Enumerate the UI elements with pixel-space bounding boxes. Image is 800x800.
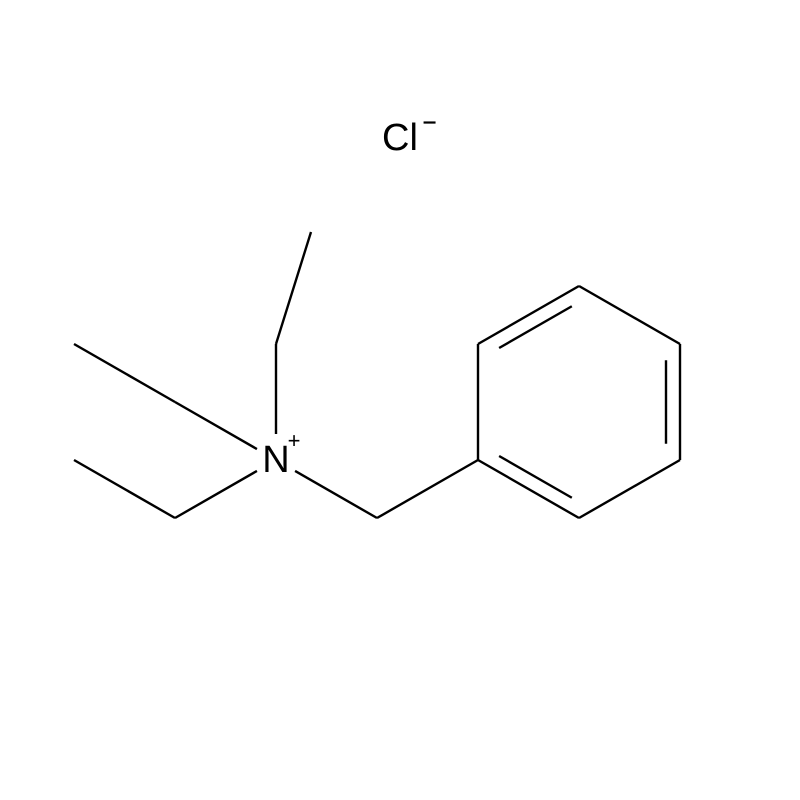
bond-line [499, 456, 572, 498]
bond-line [478, 286, 579, 344]
bond-line [175, 471, 257, 518]
bond-line [276, 232, 311, 344]
bond-line [175, 402, 257, 449]
chloride-label: Cl [382, 117, 418, 159]
bond-line [295, 471, 377, 518]
bond-line [499, 306, 572, 348]
counterion: Cl [382, 117, 436, 159]
molecule-canvas: N+ Cl [0, 0, 800, 800]
nitrogen-label: N [262, 439, 289, 481]
bond-line [74, 460, 175, 518]
bond-line [579, 286, 680, 344]
bond-line [478, 460, 579, 518]
bond-line [377, 460, 478, 518]
nitrogen-charge: + [288, 428, 301, 453]
bond-line [579, 460, 680, 518]
bond-line [74, 344, 175, 402]
